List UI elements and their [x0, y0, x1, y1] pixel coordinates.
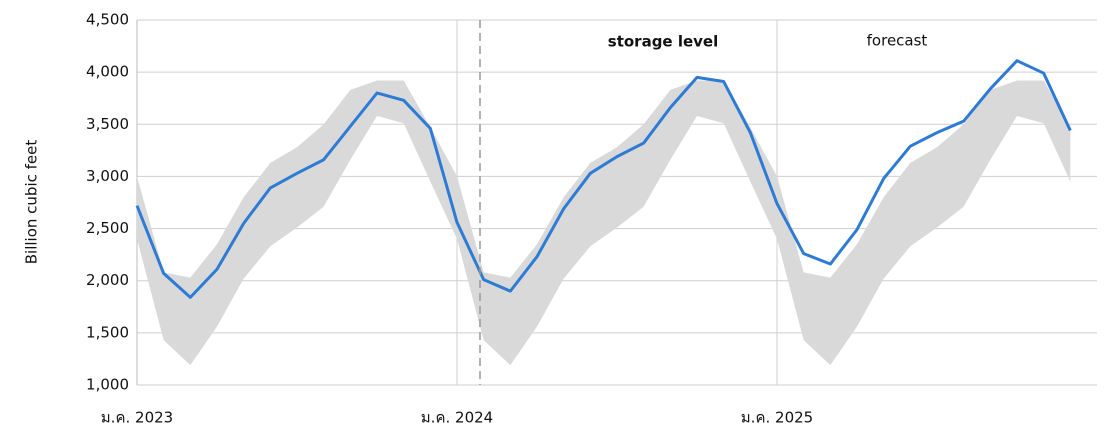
- x-tick-label: ม.ค. 2023: [101, 409, 173, 427]
- marks: [135, 59, 1072, 366]
- x-tick-label: ม.ค. 2025: [741, 409, 813, 427]
- legend-label: storage level: [608, 33, 718, 51]
- y-tick-label: 3,500: [86, 115, 129, 133]
- y-tick-label: 2,000: [86, 271, 129, 289]
- y-tick-label: 4,000: [86, 63, 129, 81]
- range-band: [137, 80, 1071, 366]
- annotation: forecast: [867, 32, 928, 50]
- y-tick-label: 1,500: [86, 323, 129, 341]
- y-axis-label: Billion cubic feet: [23, 140, 41, 265]
- y-tick-label: 4,500: [86, 11, 129, 29]
- y-tick-label: 3,000: [86, 167, 129, 185]
- series-line: [135, 59, 1072, 299]
- x-tick-label: ม.ค. 2024: [421, 409, 493, 427]
- y-tick-label: 1,000: [86, 376, 129, 394]
- y-tick-label: 2,500: [86, 219, 129, 237]
